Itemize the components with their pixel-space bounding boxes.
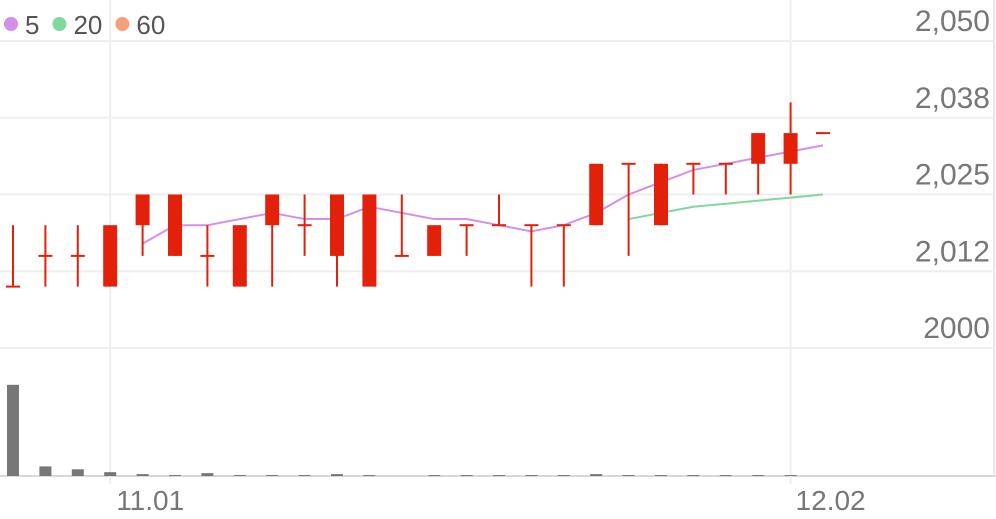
volume-bar — [784, 475, 797, 476]
candle-body — [232, 225, 247, 287]
legend-dot — [52, 17, 67, 31]
candle-body — [816, 132, 830, 135]
candle-body — [783, 133, 798, 164]
candle-body — [427, 225, 442, 256]
volume-bar — [331, 474, 343, 476]
y-tick-label: 2,025 — [915, 159, 990, 192]
x-tick-label: 11.01 — [116, 485, 184, 516]
volume-bar — [201, 473, 214, 476]
volume-bar — [557, 475, 570, 476]
legend-dot — [4, 17, 18, 31]
volume-bar — [719, 475, 732, 476]
volume-bar — [136, 474, 149, 476]
volume-bar — [525, 475, 538, 476]
volume-bar — [266, 475, 279, 476]
candle-body — [103, 225, 118, 287]
candle-body — [168, 194, 182, 256]
legend-label: 20 — [73, 10, 102, 40]
candle-body — [524, 224, 539, 227]
candle-body — [718, 162, 733, 165]
y-tick-label: 2000 — [923, 312, 990, 345]
ma-line — [142, 144, 824, 245]
volume-bar — [752, 475, 765, 476]
volume-bar — [233, 475, 246, 476]
y-tick-label: 2,012 — [915, 235, 990, 268]
candle-body — [589, 163, 604, 226]
candle-body — [135, 194, 150, 226]
candle-body — [200, 254, 215, 257]
volume-bar — [687, 475, 700, 476]
volume-bar — [71, 469, 84, 476]
legend-dot — [115, 17, 130, 31]
legend-label: 5 — [25, 10, 39, 40]
candle-body — [6, 285, 20, 288]
candle-body — [297, 224, 312, 227]
candle-body — [556, 224, 571, 227]
candle-body — [654, 163, 668, 226]
candle-body — [38, 254, 53, 257]
volume-bar — [104, 472, 117, 476]
volume-bar — [493, 475, 505, 476]
volume-bar — [7, 384, 19, 476]
volume-bar — [39, 466, 52, 476]
candle-body — [459, 224, 474, 227]
legend-label: 60 — [136, 10, 165, 40]
y-tick-label: 2,050 — [915, 5, 990, 38]
candle-body — [751, 133, 766, 164]
volume-bar — [298, 475, 311, 476]
candle-body — [330, 194, 344, 256]
candle-body — [362, 194, 377, 287]
volume-bar — [590, 474, 603, 476]
volume-bar — [655, 475, 667, 476]
volume-bar — [460, 475, 473, 476]
candle-body — [265, 194, 280, 226]
volume-bar — [169, 475, 181, 476]
candle-body — [70, 254, 85, 257]
volume-bar — [622, 475, 635, 476]
volume-bar — [363, 475, 376, 476]
candle-body — [621, 162, 636, 165]
candle-body — [686, 162, 701, 165]
candle-body — [394, 254, 409, 257]
x-tick-label: 12.02 — [796, 485, 866, 516]
y-tick-label: 2,038 — [915, 82, 990, 115]
candle-body — [492, 224, 506, 227]
volume-bar — [428, 475, 441, 476]
